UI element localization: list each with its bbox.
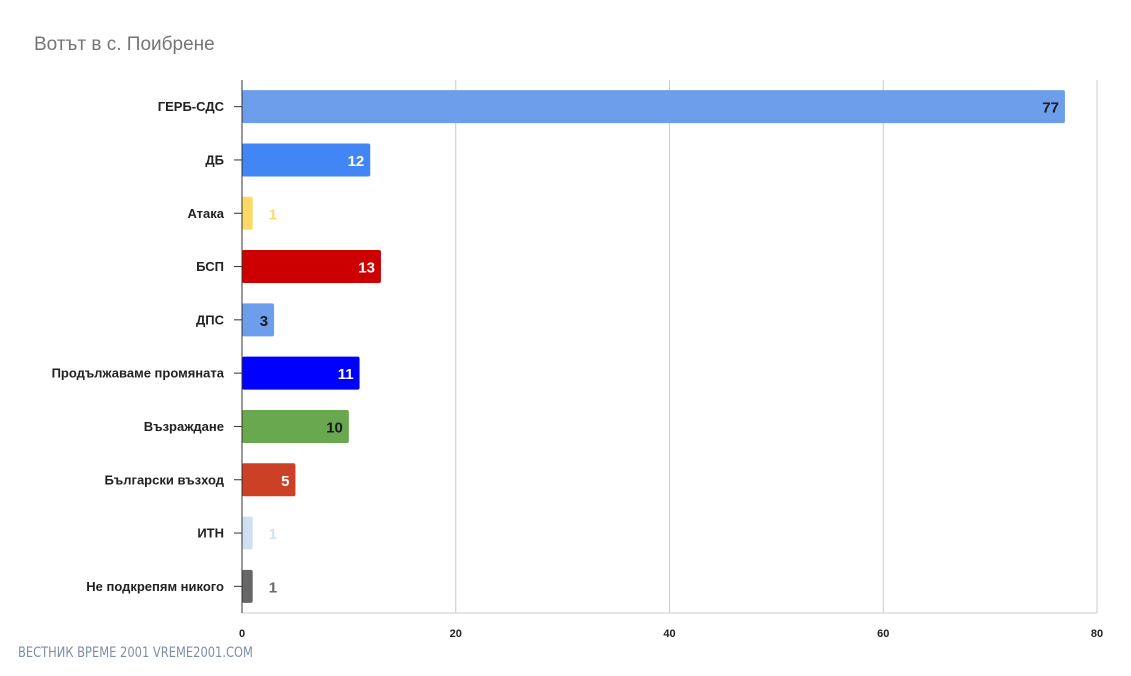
- category-label: ДБ: [205, 152, 224, 167]
- bar: [242, 250, 381, 284]
- bar: [242, 516, 253, 550]
- x-tick-label: 60: [877, 628, 889, 640]
- bar: [242, 409, 349, 443]
- data-label: 1: [269, 579, 277, 596]
- bar: [242, 90, 1065, 124]
- data-label: 13: [358, 260, 375, 277]
- category-label: ИТН: [197, 526, 224, 541]
- category-label: Български възход: [104, 472, 224, 487]
- category-label: Атака: [187, 206, 224, 221]
- data-label: 11: [338, 366, 354, 383]
- category-label: Възраждане: [144, 419, 224, 434]
- bar: [242, 356, 360, 390]
- data-label: 1: [269, 206, 277, 223]
- data-label: 5: [281, 473, 289, 490]
- category-label: Не подкрепям никого: [86, 579, 224, 594]
- category-label: БСП: [196, 259, 224, 274]
- data-label: 10: [326, 419, 343, 436]
- x-tick-label: 40: [663, 628, 675, 640]
- bar: [242, 196, 253, 230]
- bar: [242, 143, 371, 177]
- data-label: 1: [269, 526, 277, 543]
- bar: [242, 303, 275, 337]
- category-label: ГЕРБ-СДС: [158, 99, 225, 114]
- data-label: 12: [348, 153, 365, 170]
- bar: [242, 463, 296, 497]
- x-tick-label: 20: [450, 628, 462, 640]
- bar: [242, 569, 253, 603]
- watermark: ВЕСТНИК ВРЕМЕ 2001 VREME2001.COM: [18, 645, 253, 661]
- chart-title: Вотът в с. Поибрене: [34, 34, 215, 55]
- category-label: Продължаваме промяната: [52, 366, 225, 381]
- data-label: 3: [260, 313, 268, 330]
- x-tick-label: 80: [1091, 628, 1103, 640]
- x-tick-label: 0: [239, 628, 245, 640]
- category-label: ДПС: [196, 312, 225, 327]
- data-label: 77: [1042, 100, 1059, 117]
